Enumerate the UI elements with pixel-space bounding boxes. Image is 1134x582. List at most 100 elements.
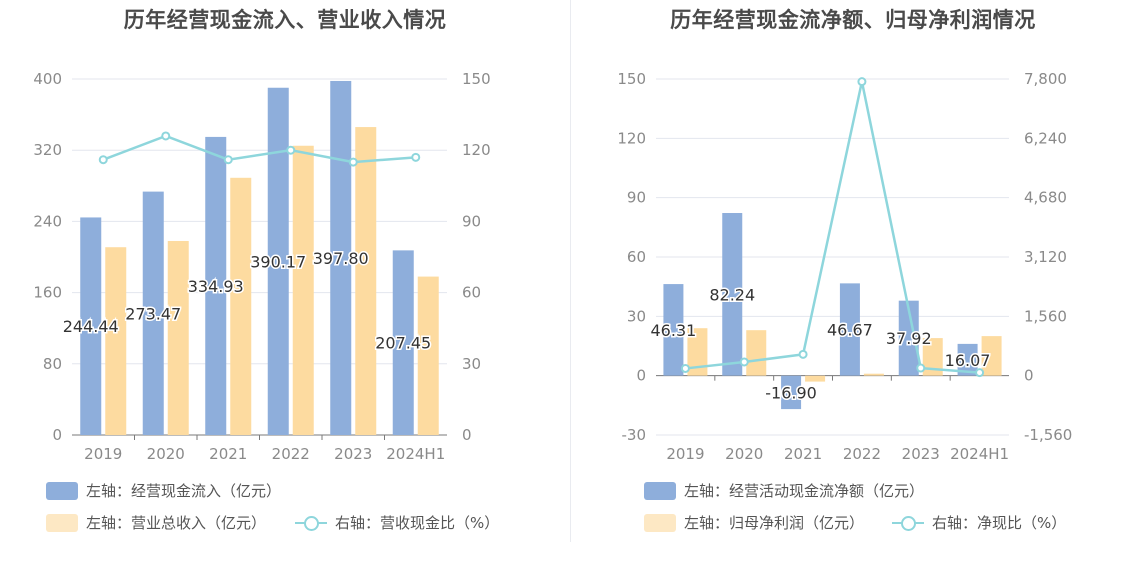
bar bbox=[417, 276, 439, 435]
bar bbox=[898, 300, 919, 376]
panel-divider bbox=[570, 0, 571, 542]
line-point bbox=[857, 77, 867, 87]
data-label: 16.07 bbox=[945, 351, 991, 370]
line-point bbox=[975, 368, 985, 378]
bar bbox=[687, 328, 708, 376]
line-point bbox=[286, 145, 296, 155]
left-axis-tick-label: 240 bbox=[33, 212, 62, 230]
legend-swatch bbox=[644, 481, 676, 500]
line-point bbox=[98, 155, 108, 165]
data-label: 37.92 bbox=[886, 329, 932, 348]
bar bbox=[330, 80, 352, 435]
right-axis-tick-label: 3,120 bbox=[1024, 248, 1067, 266]
legend-item[interactable]: 左轴：经营现金流入（亿元） bbox=[46, 480, 281, 501]
bar bbox=[805, 375, 826, 382]
right-axis-tick-label: 150 bbox=[462, 70, 491, 88]
legend-label: 右轴：营收现金比（%） bbox=[335, 514, 500, 532]
data-label: 397.80 bbox=[313, 249, 369, 268]
left-axis-tick-label: 120 bbox=[617, 129, 646, 147]
chart-panel-left: 历年经营现金流入、营业收入情况 0 0 80 30 160 60 240 90 320 120 40… bbox=[33, 8, 499, 533]
series-line bbox=[685, 81, 980, 374]
x-axis-tick-label: 2022 bbox=[843, 445, 881, 463]
bar bbox=[392, 250, 414, 435]
chart-title: 历年经营现金流净额、归母净利润情况 bbox=[670, 8, 1036, 32]
line-point bbox=[916, 363, 926, 373]
line-point bbox=[680, 363, 690, 373]
data-label: 46.67 bbox=[827, 321, 873, 340]
legend-item[interactable]: 右轴：营收现金比（%） bbox=[295, 512, 499, 533]
data-label: 334.93 bbox=[188, 277, 244, 296]
legend-item[interactable]: 左轴：经营活动现金流净额（亿元） bbox=[644, 480, 924, 501]
legend-line-swatch bbox=[295, 514, 327, 532]
legend-swatch bbox=[644, 513, 676, 532]
left-axis-tick-label: 0 bbox=[636, 367, 646, 385]
left-axis-tick-label: 150 bbox=[617, 70, 646, 88]
bar bbox=[105, 247, 127, 435]
bar bbox=[863, 373, 884, 376]
bar bbox=[781, 375, 802, 410]
data-label: 82.24 bbox=[709, 285, 755, 304]
legend-item[interactable]: 左轴：归母净利润（亿元） bbox=[644, 512, 864, 533]
chart-svg: 0 0 80 30 160 60 240 90 320 120 400 150 2019 2020 2021… bbox=[33, 70, 491, 463]
legend-item[interactable]: 右轴：净现比（%） bbox=[892, 512, 1066, 533]
bar bbox=[230, 177, 252, 436]
line-point bbox=[161, 131, 171, 141]
bar bbox=[80, 217, 102, 435]
line-point bbox=[739, 357, 749, 367]
bar bbox=[957, 343, 978, 376]
x-axis-tick-label: 2019 bbox=[666, 445, 704, 463]
bar bbox=[355, 127, 377, 435]
chart-title: 历年经营现金流入、营业收入情况 bbox=[123, 8, 447, 32]
right-axis-tick-label: 0 bbox=[1024, 367, 1034, 385]
left-axis-tick-label: 0 bbox=[52, 426, 62, 444]
data-label: 46.31 bbox=[651, 321, 697, 340]
legend-label: 左轴：归母净利润（亿元） bbox=[684, 514, 865, 532]
right-axis-tick-label: 60 bbox=[462, 284, 481, 302]
left-axis-tick-label: 400 bbox=[33, 70, 62, 88]
bar bbox=[205, 136, 227, 435]
legend-item[interactable]: 左轴：营业总收入（亿元） bbox=[46, 512, 266, 533]
legend-label: 右轴：净现比（%） bbox=[932, 514, 1067, 532]
left-axis-tick-label: 80 bbox=[43, 355, 62, 373]
data-label: 273.47 bbox=[125, 304, 181, 323]
left-axis-tick-label: 320 bbox=[33, 141, 62, 159]
right-axis-tick-label: 0 bbox=[462, 426, 472, 444]
legend-swatch bbox=[46, 513, 78, 532]
data-label: -16.90 bbox=[765, 383, 817, 402]
bar bbox=[292, 145, 314, 435]
left-axis-tick-label: 30 bbox=[627, 307, 646, 325]
chart-panel-right: 历年经营现金流净额、归母净利润情况 -30 -1,560 0 0 30 1,560 60 3,… bbox=[572, 0, 1134, 582]
legend-swatch bbox=[46, 481, 78, 500]
bar bbox=[839, 283, 860, 376]
line-point bbox=[348, 157, 358, 167]
chart-svg: -30 -1,560 0 0 30 1,560 60 3,120 90 4,680 120 6,240… bbox=[617, 70, 1072, 463]
bar bbox=[167, 240, 189, 435]
line-point bbox=[411, 152, 421, 162]
right-axis-tick-label: -1,560 bbox=[1024, 426, 1072, 444]
right-axis-tick-label: 4,680 bbox=[1024, 189, 1067, 207]
x-axis-tick-label: 2021 bbox=[209, 445, 247, 463]
bar bbox=[663, 284, 684, 376]
line-point bbox=[798, 349, 808, 359]
legend-line-swatch bbox=[892, 514, 924, 532]
bar bbox=[722, 213, 743, 376]
series-line bbox=[102, 134, 416, 164]
legend-label: 左轴：经营活动现金流净额（亿元） bbox=[684, 482, 925, 500]
x-axis-tick-label: 2022 bbox=[272, 445, 310, 463]
legend-label: 左轴：营业总收入（亿元） bbox=[86, 514, 267, 532]
right-axis-tick-label: 120 bbox=[462, 141, 491, 159]
right-axis-tick-label: 1,560 bbox=[1024, 307, 1067, 325]
x-axis-tick-label: 2024H1 bbox=[950, 445, 1009, 463]
right-axis-tick-label: 6,240 bbox=[1024, 129, 1067, 147]
left-axis-tick-label: 90 bbox=[627, 189, 646, 207]
x-axis-tick-label: 2020 bbox=[725, 445, 763, 463]
x-axis-tick-label: 2024H1 bbox=[386, 445, 445, 463]
legend-label: 左轴：经营现金流入（亿元） bbox=[86, 482, 282, 500]
data-label: 244.44 bbox=[63, 317, 119, 336]
bar bbox=[142, 191, 164, 435]
bar bbox=[981, 336, 1002, 376]
x-axis-tick-label: 2020 bbox=[147, 445, 185, 463]
x-axis-tick-label: 2019 bbox=[84, 445, 122, 463]
bar bbox=[267, 87, 289, 435]
data-label: 207.45 bbox=[375, 334, 431, 353]
